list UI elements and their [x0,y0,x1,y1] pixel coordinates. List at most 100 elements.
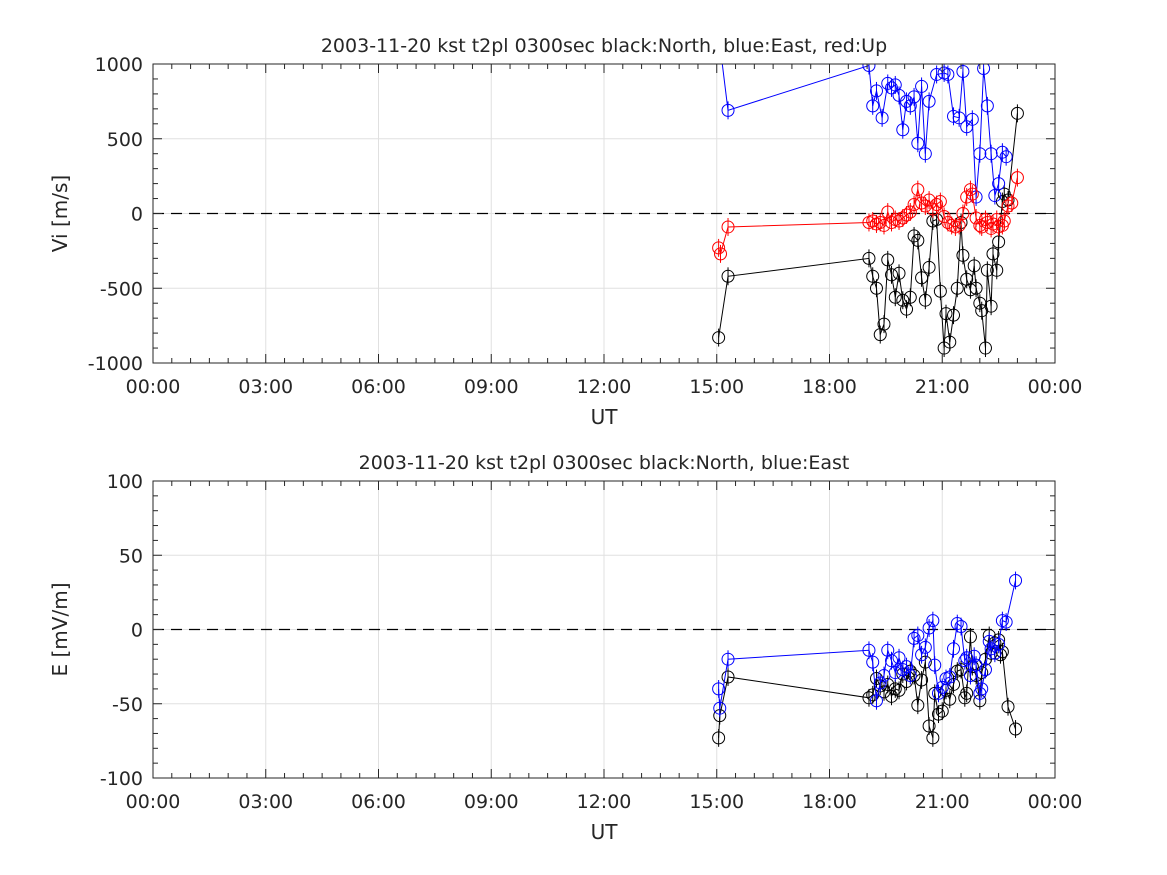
velocity-data-point [877,317,891,331]
velocity-line-east [721,64,1007,198]
velocity-x-axis-label: UT [591,405,619,429]
velocity-data-point [896,123,910,137]
efield-data-point [713,701,727,715]
efield-ticks [152,480,1056,779]
velocity-data-point [900,208,914,222]
velocity-y-tick-label: 1000 [95,54,143,76]
velocity-data-point [911,136,925,150]
efield-data-point [911,628,925,642]
efield-series-east [712,571,1023,718]
velocity-data-point [990,263,1004,277]
velocity-x-tick-label: 09:00 [464,376,519,398]
efield-data-point [978,663,992,677]
efield-x-tick-label: 09:00 [464,791,519,813]
velocity-data-point [999,150,1013,164]
efield-data-point [907,631,921,645]
efield-plot-area [152,480,1056,779]
electric-field-panel: 2003-11-20 kst t2pl 0300sec black:North,… [48,452,1082,844]
efield-data-point [866,655,880,669]
velocity-data-point [881,253,895,267]
velocity-series-north [712,104,1024,358]
efield-data-point [947,642,961,656]
velocity-data-point [977,64,991,75]
velocity-data-point [915,196,929,210]
efield-data-point [915,648,929,662]
velocity-data-point [939,307,953,321]
velocity-data-point [903,205,917,219]
velocity-data-point [984,147,998,161]
efield-data-point [935,704,949,718]
velocity-data-point [869,84,883,98]
velocity-data-point [956,248,970,262]
velocity-data-point [956,207,970,220]
efield-data-point [967,649,981,663]
velocity-data-point [875,111,889,125]
efield-data-point [888,666,902,680]
efield-data-point [869,694,883,708]
efield-data-point [963,669,977,683]
velocity-data-point [992,177,1006,191]
efield-y-tick-label: 100 [107,471,143,493]
velocity-data-point [903,99,917,113]
velocity-data-point [986,247,1000,261]
velocity-data-point [933,284,947,298]
velocity-x-tick-label: 06:00 [351,376,406,398]
efield-y-axis-label: E [mV/m] [48,583,72,677]
efield-data-point [915,673,929,687]
velocity-data-point [885,268,899,282]
efield-chart-title: 2003-11-20 kst t2pl 0300sec black:North,… [359,452,850,474]
efield-x-tick-label: 03:00 [238,791,293,813]
efield-data-point [999,615,1013,629]
velocity-data-point [967,259,981,273]
efield-data-point [918,640,932,654]
efield-y-tick-label: 0 [131,620,143,642]
efield-data-point [922,621,936,635]
efield-data-point [926,731,940,745]
velocity-data-point [862,251,876,265]
velocity-y-tick-label: 0 [131,204,143,226]
velocity-x-tick-label: 12:00 [577,376,632,398]
efield-x-tick-label: 21:00 [915,791,970,813]
efield-y-tick-label: -100 [100,768,143,790]
velocity-data-point [1010,106,1024,120]
efield-x-tick-label: 06:00 [351,791,406,813]
velocity-data-point [721,269,735,283]
efield-data-point [975,682,989,696]
velocity-data-point [984,299,998,313]
efield-data-point [960,651,974,665]
efield-y-tick-label: 50 [119,545,143,567]
velocity-data-point [907,198,921,212]
velocity-data-point [922,94,936,108]
efield-data-point [931,707,945,721]
velocity-data-point [866,99,880,113]
efield-x-tick-label: 00:00 [126,791,181,813]
velocity-y-tick-label: -500 [100,278,143,300]
velocity-data-point [918,147,932,161]
efield-data-point [885,654,899,668]
efield-data-point [984,642,998,656]
efield-data-point [935,680,949,694]
velocity-data-point [866,214,880,228]
efield-x-axis-label: UT [591,820,619,844]
velocity-x-tick-label: 00:00 [1028,376,1083,398]
velocity-data-point [721,103,735,117]
efield-data-point [1001,700,1015,714]
efield-data-point [960,686,974,700]
efield-data-point [963,630,977,644]
velocity-line-north [718,113,1018,349]
efield-data-point [721,670,735,684]
velocity-data-point [915,271,929,285]
velocity-data-point [947,308,961,322]
efield-data-point [1009,573,1023,587]
efield-data-point [892,683,906,697]
velocity-data-point [873,215,887,229]
efield-data-point [922,719,936,733]
velocity-data-point [950,281,964,295]
efield-data-point [712,682,726,696]
efield-data-point [862,643,876,657]
efield-data-point [881,677,895,691]
velocity-data-point [980,263,994,277]
velocity-plot-area [152,63,1056,364]
efield-line-east [718,580,1016,709]
